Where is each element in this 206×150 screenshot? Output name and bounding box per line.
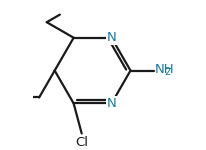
Text: Cl: Cl <box>75 136 88 149</box>
Text: N: N <box>107 97 116 110</box>
Text: N: N <box>107 31 116 44</box>
Text: NH: NH <box>154 63 174 76</box>
Text: 2: 2 <box>164 68 170 78</box>
